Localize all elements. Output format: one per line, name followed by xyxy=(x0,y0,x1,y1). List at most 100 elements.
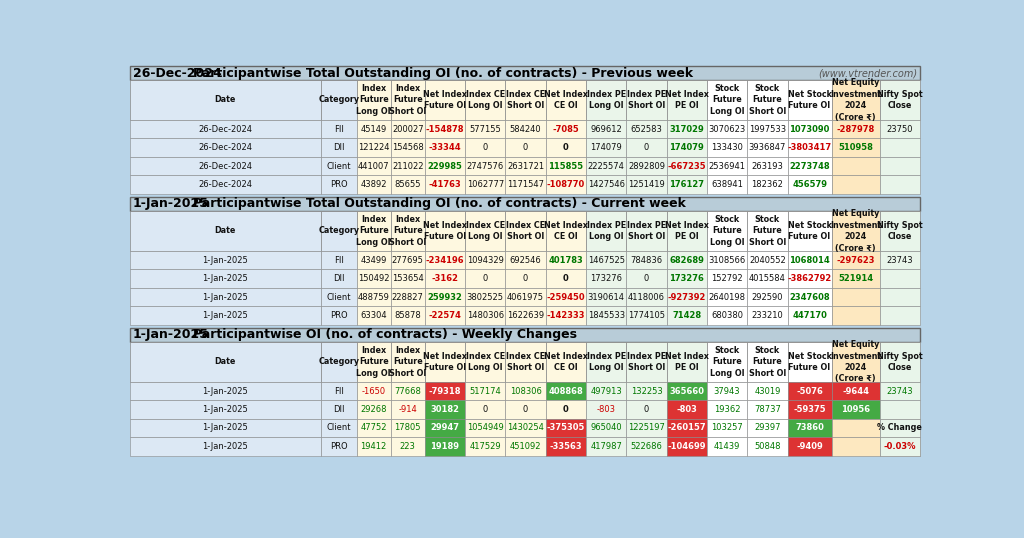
Bar xyxy=(425,342,465,382)
Text: Index
Future
Short OI: Index Future Short OI xyxy=(389,215,426,247)
Text: Index
Future
Short OI: Index Future Short OI xyxy=(389,346,426,378)
Bar xyxy=(831,382,880,400)
Bar xyxy=(707,270,748,288)
Text: 2347608: 2347608 xyxy=(790,293,829,302)
Text: 121224: 121224 xyxy=(358,143,389,152)
Bar xyxy=(506,211,546,251)
Bar xyxy=(506,306,546,325)
Text: Net Equity
Investment
2024
(Crore ₹): Net Equity Investment 2024 (Crore ₹) xyxy=(830,340,882,384)
Bar xyxy=(748,157,787,175)
Bar xyxy=(546,306,586,325)
Bar xyxy=(586,157,627,175)
Bar xyxy=(748,138,787,157)
Bar xyxy=(880,251,920,270)
Text: 1054949: 1054949 xyxy=(467,423,504,433)
Text: 0: 0 xyxy=(523,405,528,414)
Text: Stock
Future
Short OI: Stock Future Short OI xyxy=(749,84,786,116)
Bar xyxy=(465,120,506,138)
Text: 1171547: 1171547 xyxy=(507,180,544,189)
Bar xyxy=(546,419,586,437)
Text: % Change: % Change xyxy=(878,423,923,433)
Text: 1622639: 1622639 xyxy=(507,311,544,320)
Text: 85655: 85655 xyxy=(394,180,421,189)
Bar xyxy=(465,288,506,306)
Text: 522686: 522686 xyxy=(631,442,663,451)
Bar xyxy=(880,80,920,120)
Bar xyxy=(356,288,391,306)
Text: 45149: 45149 xyxy=(360,125,387,134)
Bar xyxy=(321,419,356,437)
Text: -297623: -297623 xyxy=(837,256,874,265)
Bar xyxy=(831,306,880,325)
Text: -1650: -1650 xyxy=(361,386,386,395)
Text: 417987: 417987 xyxy=(590,442,623,451)
Text: 78737: 78737 xyxy=(754,405,781,414)
Text: Index PE
Short OI: Index PE Short OI xyxy=(627,221,666,241)
Bar xyxy=(586,80,627,120)
Text: 1845533: 1845533 xyxy=(588,311,625,320)
Text: 4061975: 4061975 xyxy=(507,293,544,302)
Text: 1997533: 1997533 xyxy=(749,125,786,134)
Bar xyxy=(787,120,831,138)
Text: 26-Dec-2024: 26-Dec-2024 xyxy=(199,143,252,152)
Text: 228827: 228827 xyxy=(392,293,424,302)
Bar xyxy=(707,400,748,419)
Text: 2892809: 2892809 xyxy=(628,162,665,171)
Text: -142333: -142333 xyxy=(547,311,585,320)
Text: 517174: 517174 xyxy=(469,386,501,395)
Bar xyxy=(506,400,546,419)
Text: 692546: 692546 xyxy=(510,256,542,265)
Text: 3190614: 3190614 xyxy=(588,293,625,302)
Bar xyxy=(465,419,506,437)
Bar xyxy=(130,419,321,437)
Text: 23743: 23743 xyxy=(887,256,913,265)
Text: PRO: PRO xyxy=(330,180,347,189)
Text: 0: 0 xyxy=(482,405,487,414)
Bar xyxy=(546,157,586,175)
Bar xyxy=(667,400,707,419)
Text: 10956: 10956 xyxy=(841,405,870,414)
Bar xyxy=(831,400,880,419)
Bar xyxy=(831,342,880,382)
Bar xyxy=(465,437,506,456)
Bar xyxy=(356,382,391,400)
Bar xyxy=(586,120,627,138)
Text: 292590: 292590 xyxy=(752,293,783,302)
Text: 447170: 447170 xyxy=(793,311,827,320)
Text: 43892: 43892 xyxy=(360,180,387,189)
Text: 682689: 682689 xyxy=(670,256,705,265)
Bar xyxy=(356,306,391,325)
Text: Index CE
Short OI: Index CE Short OI xyxy=(506,351,545,372)
Text: 37943: 37943 xyxy=(714,386,740,395)
Bar xyxy=(627,80,667,120)
Bar xyxy=(667,157,707,175)
Bar xyxy=(831,175,880,194)
Text: 0: 0 xyxy=(523,274,528,283)
Text: 2225574: 2225574 xyxy=(588,162,625,171)
Text: Date: Date xyxy=(215,226,236,236)
Text: 1-Jan-2025: 1-Jan-2025 xyxy=(203,423,248,433)
Bar xyxy=(707,138,748,157)
Text: 652583: 652583 xyxy=(631,125,663,134)
Text: 521914: 521914 xyxy=(839,274,873,283)
Text: 2536941: 2536941 xyxy=(709,162,745,171)
Bar xyxy=(831,288,880,306)
Bar xyxy=(130,80,321,120)
Text: 277695: 277695 xyxy=(392,256,424,265)
Bar xyxy=(391,120,425,138)
Bar xyxy=(546,288,586,306)
Bar xyxy=(707,382,748,400)
Bar xyxy=(391,306,425,325)
Text: 0: 0 xyxy=(563,405,568,414)
Bar xyxy=(321,211,356,251)
Text: 1225197: 1225197 xyxy=(628,423,665,433)
Bar xyxy=(748,251,787,270)
Bar xyxy=(506,251,546,270)
Bar xyxy=(425,288,465,306)
Text: 174079: 174079 xyxy=(670,143,705,152)
Text: 456579: 456579 xyxy=(793,180,827,189)
Bar xyxy=(787,157,831,175)
Text: Net Index
Future OI: Net Index Future OI xyxy=(423,90,467,110)
Text: Net Index
CE OI: Net Index CE OI xyxy=(544,351,588,372)
Text: 577155: 577155 xyxy=(469,125,501,134)
